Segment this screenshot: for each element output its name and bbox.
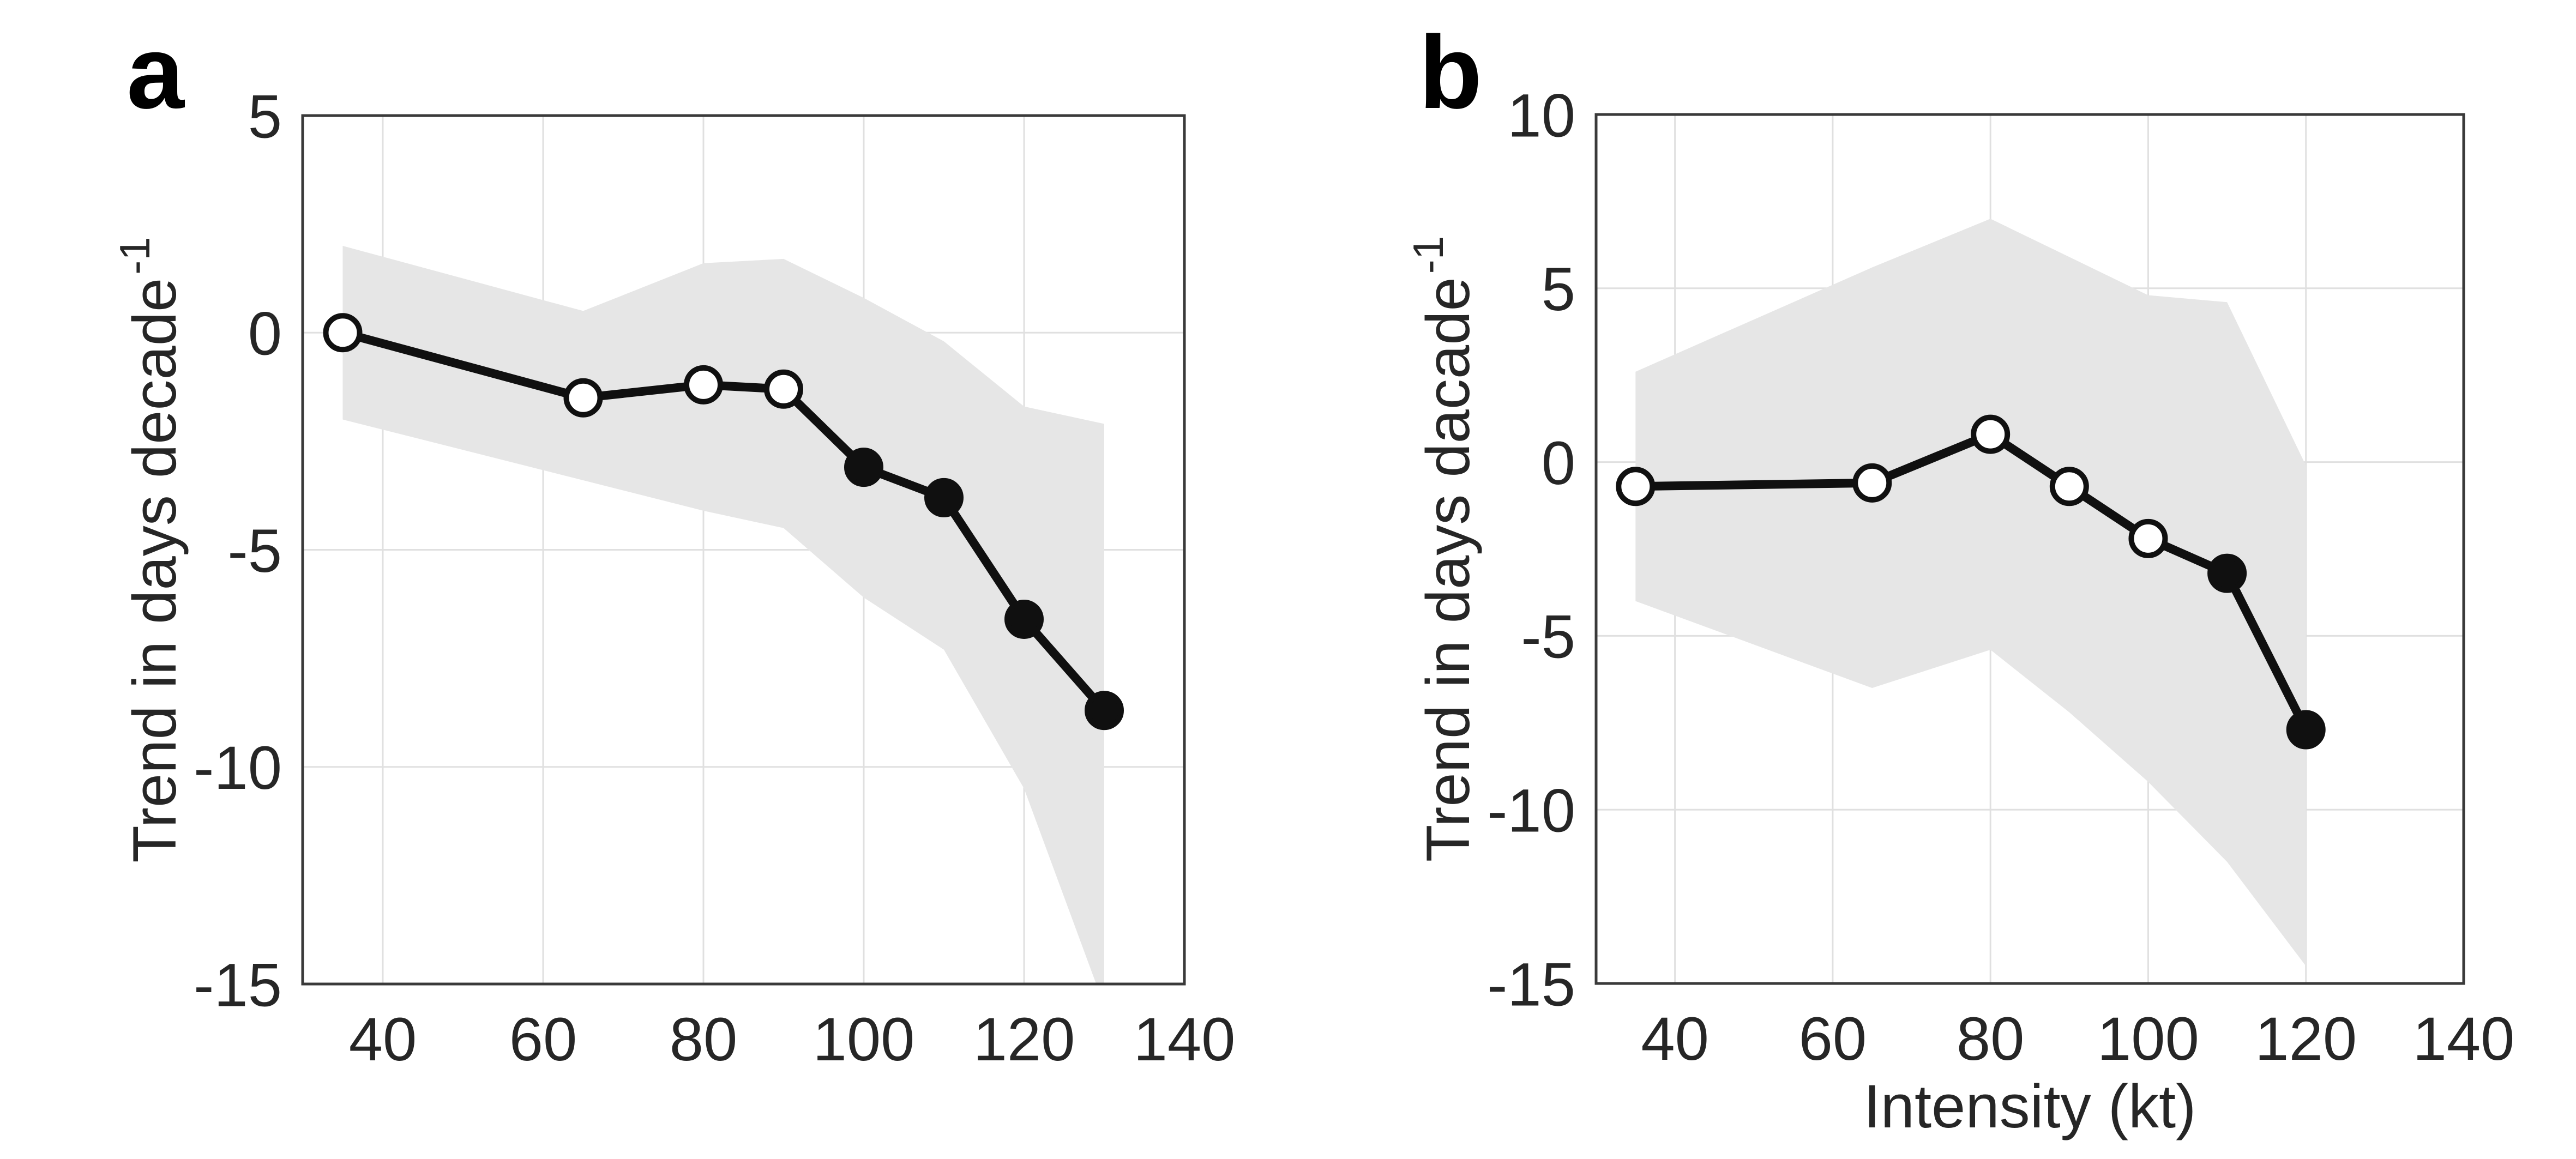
y-axis-label-exponent: -1 — [1404, 236, 1452, 274]
data-point-filled — [1004, 599, 1044, 639]
data-point-filled — [1085, 691, 1124, 731]
x-tick-label: 80 — [1957, 1005, 2025, 1073]
data-point-open — [1971, 414, 2011, 454]
x-tick-label: 140 — [1134, 1005, 1236, 1073]
data-point-open — [2049, 467, 2089, 506]
y-axis-label-main: Trend in days decade — [121, 278, 189, 863]
data-point-open — [684, 365, 723, 405]
y-tick-label: 5 — [1542, 255, 1575, 323]
y-tick-label: -10 — [194, 734, 282, 802]
panel-b: 10 5 0 -5 -10 -15 40 60 80 100 120 140 Intensity (kt… — [1404, 15, 2514, 1140]
x-tick-label: 40 — [349, 1005, 417, 1073]
data-point-open — [563, 378, 603, 418]
x-tick-label: 120 — [973, 1005, 1075, 1073]
panel-letter: a — [127, 15, 185, 130]
data-point-filled — [924, 478, 964, 517]
y-tick-label: 10 — [1507, 81, 1575, 149]
y-tick-label: -5 — [1521, 603, 1575, 671]
data-point-open — [323, 313, 363, 353]
data-point-open — [1616, 467, 1656, 506]
panel-letter: b — [1419, 15, 1482, 130]
y-tick-label: -5 — [227, 517, 282, 585]
axes-frame — [1594, 113, 2465, 985]
y-axis-label: Trend in days decade -1 — [111, 237, 189, 862]
confidence-band — [1635, 219, 2306, 967]
y-tick-label: 0 — [248, 300, 282, 368]
data-point-open — [1852, 463, 1892, 503]
y-axis-label: Trend in days dacade-1 — [1404, 236, 1482, 862]
trend-line — [338, 328, 1109, 715]
y-tick-label: -10 — [1487, 777, 1575, 845]
y-tick-label: -15 — [194, 951, 282, 1019]
x-tick-label: 140 — [2413, 1005, 2515, 1073]
x-tick-label: 60 — [509, 1005, 577, 1073]
x-tick-label: 60 — [1799, 1005, 1867, 1073]
panel-a: 5 0 -5 -10 -15 40 60 80 100 120 140 Trend in days d… — [111, 15, 1235, 1073]
data-point-open — [764, 369, 803, 409]
x-tick-label: 80 — [670, 1005, 738, 1073]
y-axis-label-exponent: -1 — [111, 237, 159, 274]
y-tick-label: -15 — [1487, 950, 1575, 1018]
axes-frame — [301, 114, 1186, 986]
confidence-band — [342, 245, 1104, 984]
x-tick-label: 120 — [2255, 1005, 2357, 1073]
data-point-filled — [2286, 710, 2326, 750]
x-tick-label: 100 — [813, 1005, 915, 1073]
y-tick-label: 0 — [1542, 429, 1575, 497]
data-point-filled — [844, 448, 883, 487]
x-axis-label: Intensity (kt) — [1864, 1072, 2196, 1140]
y-axis-label-main: Trend in days dacade — [1414, 277, 1482, 862]
data-point-open — [2128, 518, 2168, 558]
data-point-filled — [2207, 553, 2247, 593]
x-tick-label: 100 — [2097, 1005, 2199, 1073]
x-tick-label: 40 — [1641, 1005, 1709, 1073]
y-tick-label: 5 — [248, 82, 282, 150]
